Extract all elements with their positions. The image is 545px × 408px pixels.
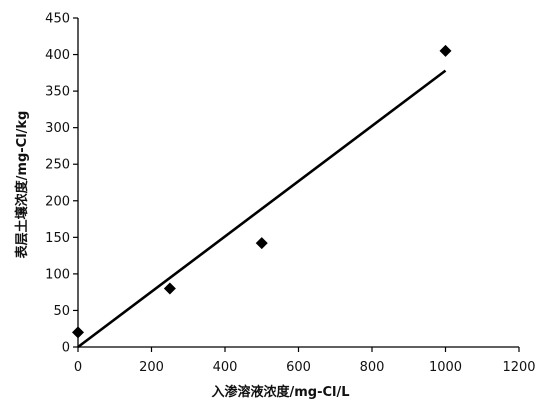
x-tick-label: 400 xyxy=(213,360,238,375)
x-axis-title: 入渗溶液浓度/mg-Cl/L xyxy=(211,384,349,400)
data-point xyxy=(255,237,268,250)
data-point xyxy=(163,282,176,295)
data-point xyxy=(72,326,84,339)
y-tick-label: 350 xyxy=(45,85,70,100)
y-tick-label: 400 xyxy=(45,48,70,63)
y-tick-label: 250 xyxy=(45,158,70,173)
y-tick-label: 200 xyxy=(45,194,70,209)
y-tick-label: 0 xyxy=(62,341,70,356)
y-tick-label: 50 xyxy=(53,304,70,319)
y-tick-label: 450 xyxy=(45,12,70,27)
x-tick-label: 600 xyxy=(286,360,311,375)
x-tick-label: 800 xyxy=(360,360,385,375)
y-tick-label: 100 xyxy=(45,267,70,282)
trendline xyxy=(77,69,447,349)
x-tick-label: 200 xyxy=(139,360,164,375)
data-point xyxy=(439,44,452,57)
y-tick-label: 150 xyxy=(45,231,70,246)
plot-area: 0 50 100 150 200 250 300 350 400 450 0 200 400 600 800… xyxy=(45,12,535,376)
x-tick-label: 0 xyxy=(74,360,82,375)
y-axis-title: 表层土壤浓度/mg-Cl/kg xyxy=(14,111,30,260)
x-tick-label: 1000 xyxy=(429,360,462,375)
y-tick-label: 300 xyxy=(45,121,70,136)
x-tick-label: 1200 xyxy=(502,360,535,375)
